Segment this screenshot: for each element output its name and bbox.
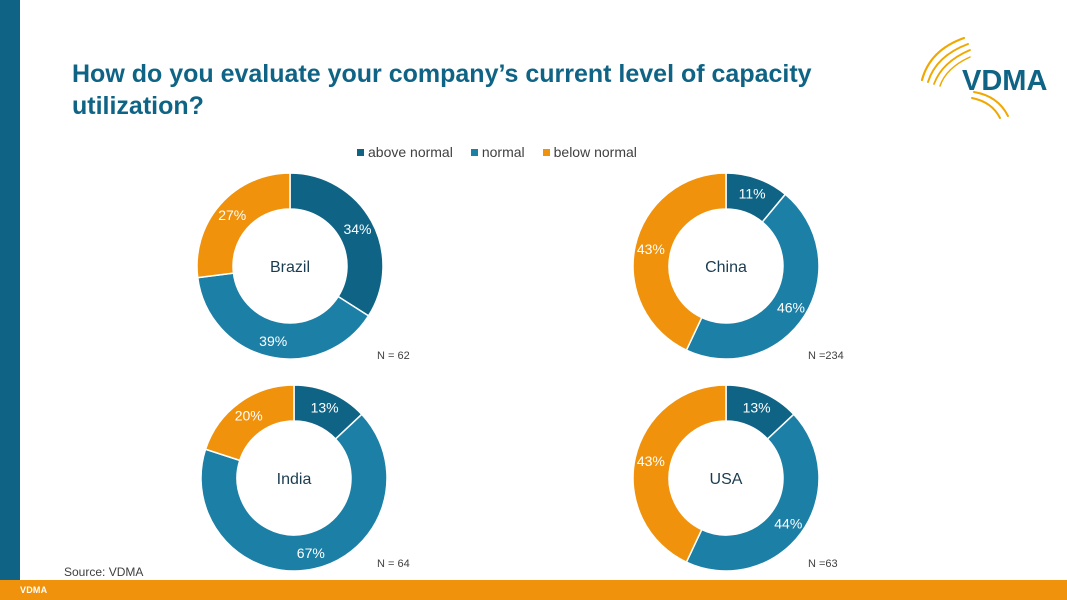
data-label-india-normal: 67% bbox=[297, 545, 325, 561]
donut-slice-china-below-normal bbox=[632, 172, 727, 352]
data-label-brazil-normal: 39% bbox=[259, 333, 287, 349]
sample-size-china: N =234 bbox=[808, 350, 844, 362]
donut-slice-brazil-normal bbox=[196, 272, 370, 360]
vdma-logo: VDMA bbox=[920, 36, 1047, 119]
data-label-usa-above-normal: 13% bbox=[743, 399, 771, 415]
legend-swatch-above-normal bbox=[357, 148, 364, 156]
data-label-usa-normal: 44% bbox=[774, 515, 802, 531]
data-label-brazil-below-normal: 27% bbox=[218, 207, 246, 223]
footer-bar bbox=[0, 580, 1067, 600]
donut-slice-brazil-above-normal bbox=[289, 172, 384, 317]
page-title: How do you evaluate your company’s curre… bbox=[72, 60, 812, 120]
legend-item-normal: normal bbox=[470, 143, 525, 161]
legend-item-above-normal: above normal bbox=[357, 143, 453, 161]
legend-label: normal bbox=[481, 144, 525, 160]
donut-slice-india-below-normal bbox=[204, 384, 295, 462]
data-label-usa-below-normal: 43% bbox=[637, 453, 665, 469]
legend-swatch-below-normal bbox=[542, 148, 550, 156]
sample-size-usa: N =63 bbox=[808, 558, 838, 570]
legend-swatch-normal bbox=[470, 148, 478, 156]
data-label-china-below-normal: 43% bbox=[637, 241, 665, 257]
source-note: Source: VDMA bbox=[64, 565, 144, 579]
data-label-india-above-normal: 13% bbox=[311, 399, 339, 415]
sample-size-brazil: N = 62 bbox=[377, 350, 410, 362]
donut-slice-china-normal bbox=[685, 193, 820, 360]
chart-title-china: China bbox=[705, 259, 747, 276]
sample-size-india: N = 64 bbox=[377, 558, 410, 570]
legend-label: below normal bbox=[553, 144, 637, 160]
legend-label: above normal bbox=[368, 144, 453, 160]
donut-slice-brazil-below-normal bbox=[196, 172, 291, 279]
legend-item-below-normal: below normal bbox=[542, 143, 637, 161]
chart-title-brazil: Brazil bbox=[270, 259, 310, 276]
chart-title-india: India bbox=[277, 471, 312, 488]
data-label-brazil-above-normal: 34% bbox=[343, 221, 371, 237]
chart-legend: above normal normal below normal bbox=[357, 143, 637, 161]
chart-title-usa: USA bbox=[710, 471, 743, 488]
footer-brand: VDMA bbox=[20, 585, 48, 595]
data-label-india-below-normal: 20% bbox=[235, 408, 263, 424]
donut-slice-usa-normal bbox=[685, 413, 820, 572]
left-accent-bar bbox=[0, 0, 20, 600]
data-label-china-above-normal: 11% bbox=[739, 186, 766, 202]
data-label-china-normal: 46% bbox=[777, 299, 805, 315]
donut-slice-usa-below-normal bbox=[632, 384, 727, 564]
logo-text: VDMA bbox=[962, 65, 1047, 97]
donut-slice-india-normal bbox=[200, 413, 388, 572]
